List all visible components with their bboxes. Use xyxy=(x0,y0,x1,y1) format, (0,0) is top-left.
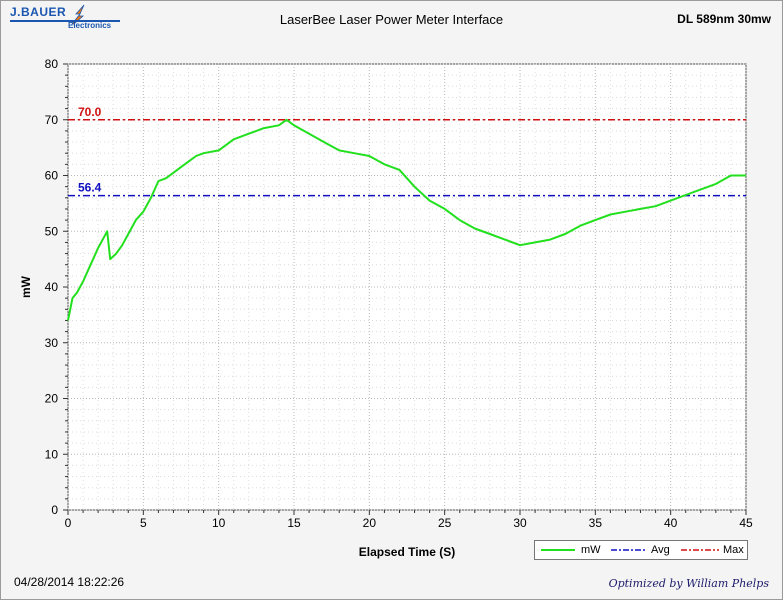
legend-item-mw: mW xyxy=(541,542,601,558)
timestamp: 04/28/2014 18:22:26 xyxy=(14,575,125,589)
x-tick-labels: 0 5 10 15 20 25 30 35 40 45 xyxy=(65,516,753,530)
x-axis-label: Elapsed Time (S) xyxy=(359,545,455,559)
y-tick-label: 20 xyxy=(45,392,59,406)
device-label: DL 589nm 30mw xyxy=(677,12,771,26)
y-tick-label: 70 xyxy=(45,113,59,127)
y-tick-label: 60 xyxy=(45,169,59,183)
x-tick-label: 20 xyxy=(363,516,377,530)
x-tick-label: 0 xyxy=(65,516,72,530)
logo-sub: Electronics xyxy=(68,21,112,30)
x-tick-label: 30 xyxy=(513,516,527,530)
x-tick-label: 45 xyxy=(739,516,753,530)
x-tick-label: 25 xyxy=(438,516,452,530)
x-tick-label: 35 xyxy=(589,516,603,530)
x-tick-label: 40 xyxy=(664,516,678,530)
x-tick-label: 15 xyxy=(287,516,301,530)
legend: mW Avg Max xyxy=(534,540,748,560)
series-group xyxy=(67,118,746,321)
y-axis-label: mW xyxy=(19,275,33,298)
legend-swatch-max xyxy=(681,549,719,551)
logo-name: J.BAUER xyxy=(10,5,67,19)
legend-swatch-avg xyxy=(611,549,647,551)
legend-item-avg: Avg xyxy=(611,542,677,558)
x-tick-label: 5 xyxy=(140,516,147,530)
y-tick-labels: 0 10 20 30 40 50 60 70 80 xyxy=(45,57,59,517)
credit-text: Optimized by William Phelps xyxy=(608,577,769,590)
legend-item-max: Max xyxy=(681,542,745,558)
legend-label-avg: Avg xyxy=(651,544,670,556)
axis-ticks xyxy=(63,63,747,515)
y-tick-label: 80 xyxy=(45,57,59,71)
grid-lines xyxy=(67,63,747,511)
reference-lines: 56.4 70.0 xyxy=(68,105,746,197)
avg-value-label: 56.4 xyxy=(78,181,102,195)
logo-underline xyxy=(10,20,120,22)
y-tick-label: 0 xyxy=(51,503,58,517)
legend-label-max: Max xyxy=(723,544,744,556)
company-logo: J.BAUER Electronics xyxy=(6,4,124,30)
y-tick-label: 50 xyxy=(45,224,59,238)
y-tick-label: 30 xyxy=(45,336,59,350)
series-line-mw xyxy=(67,118,746,321)
lightning-icon xyxy=(71,4,85,25)
max-value-label: 70.0 xyxy=(78,105,102,119)
x-tick-label: 10 xyxy=(212,516,226,530)
legend-swatch-mw xyxy=(541,549,575,551)
legend-label-mw: mW xyxy=(581,544,601,556)
y-tick-label: 10 xyxy=(45,447,59,461)
page-title: LaserBee Laser Power Meter Interface xyxy=(279,12,504,27)
y-tick-label: 40 xyxy=(45,280,59,294)
